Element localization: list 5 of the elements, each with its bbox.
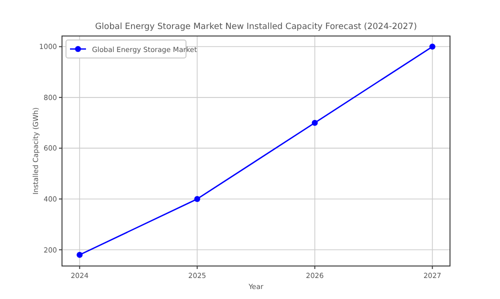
- point: [312, 120, 318, 126]
- point: [429, 44, 436, 50]
- point: [194, 196, 200, 202]
- point: [76, 252, 83, 258]
- chart-title: Global Energy Storage Market New Installed Capacity Forecast (2024-2027): [95, 22, 417, 32]
